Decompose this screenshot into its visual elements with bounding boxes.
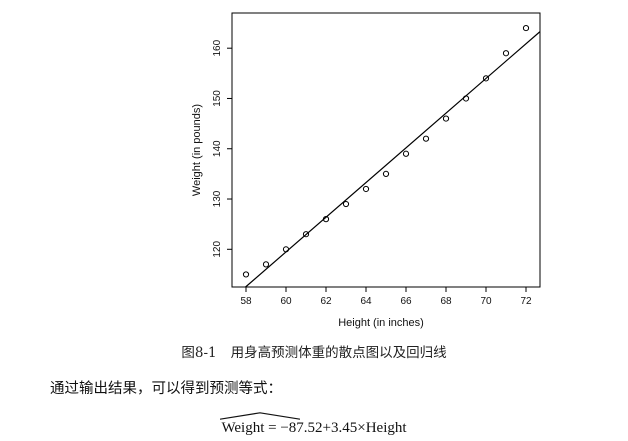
x-tick-label: 62 (320, 296, 332, 307)
plot-frame (231, 12, 541, 288)
data-point (482, 75, 490, 82)
x-tick-label: 66 (400, 296, 412, 307)
data-point (402, 150, 410, 157)
equation-lhs: Weight (221, 420, 264, 437)
data-point (342, 200, 350, 208)
data-points (242, 24, 530, 278)
equation-lhs-text: Weight (221, 420, 265, 436)
y-tick-label: 140 (212, 140, 223, 157)
data-point (522, 24, 530, 32)
equation-rhs: = −87.52+3.45×Height (264, 420, 407, 436)
figure-number: 图8-1 (181, 345, 217, 361)
x-tick-label: 58 (240, 296, 252, 307)
data-point (382, 170, 390, 177)
data-point (362, 185, 370, 193)
y-axis: 120 130 140 150 160 (212, 39, 232, 258)
x-tick-label: 60 (280, 296, 292, 307)
prediction-equation: Weight = −87.52+3.45×Height (0, 420, 628, 437)
y-tick-label: 150 (212, 90, 223, 107)
data-point (462, 95, 470, 102)
hat-accent (220, 412, 300, 420)
y-tick-label: 160 (212, 39, 223, 56)
data-point (442, 115, 450, 122)
x-tick-label: 64 (360, 296, 372, 307)
intro-paragraph: 通过输出结果，可以得到预测等式： (50, 381, 282, 397)
y-axis-label: Weight (in pounds) (191, 104, 203, 196)
data-point (282, 246, 290, 253)
data-point (262, 261, 270, 268)
x-axis-label: Height (in inches) (338, 317, 424, 329)
figure-caption-text: 用身高预测体重的散点图以及回归线 (230, 345, 447, 361)
x-axis: 58 60 62 64 66 68 70 72 (240, 287, 532, 307)
y-tick-label: 120 (212, 241, 223, 258)
y-tick-label: 130 (212, 190, 223, 207)
figure-caption: 图8-1 用身高预测体重的散点图以及回归线 (0, 341, 628, 361)
data-point (242, 271, 250, 278)
regression-line (245, 31, 541, 288)
x-tick-label: 70 (480, 296, 492, 307)
data-point (422, 135, 430, 142)
x-tick-label: 72 (520, 296, 532, 307)
data-point (502, 50, 510, 57)
scatter-plot-figure: 58 60 62 64 66 68 70 72 120 130 140 150 160 Height … (191, 12, 541, 329)
data-point (302, 231, 310, 238)
data-point (322, 216, 330, 223)
x-tick-label: 68 (440, 296, 452, 307)
